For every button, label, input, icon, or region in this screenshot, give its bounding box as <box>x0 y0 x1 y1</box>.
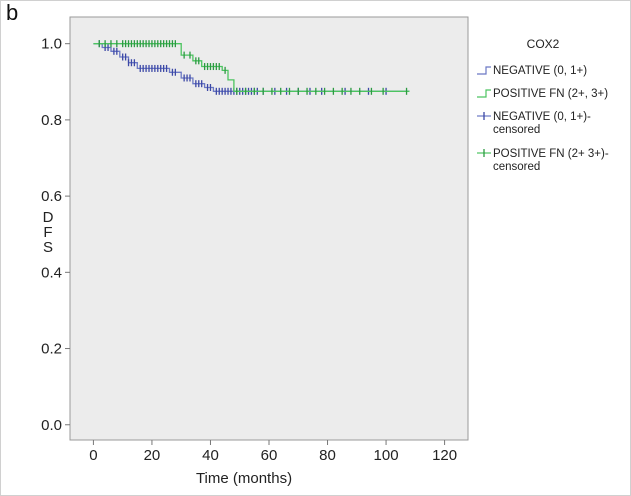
panel-label: b <box>6 0 19 25</box>
curve-positive <box>93 43 410 92</box>
x-tick-label: 60 <box>261 447 278 464</box>
y-tick-label: 1.0 <box>41 36 62 53</box>
plot-area <box>69 16 469 441</box>
x-tick-label: 80 <box>319 447 336 464</box>
legend-label-line2: censored <box>493 161 540 173</box>
y-axis-ticks: 0.0 0.2 0.4 0.6 0.8 1.0 <box>41 36 70 434</box>
legend-label: POSITIVE FN (2+ 3+)- <box>493 148 609 160</box>
legend-swatch-negative <box>477 66 491 75</box>
legend-swatch-positive <box>477 89 491 98</box>
y-tick-label: 0.8 <box>41 112 62 129</box>
y-tick-label: 0.6 <box>41 188 62 205</box>
x-tick-label: 40 <box>202 447 219 464</box>
curve-negative <box>93 43 410 92</box>
x-axis-title: Time (months) <box>196 470 292 487</box>
x-tick-label: 0 <box>89 447 97 464</box>
legend-label-line2: censored <box>493 124 540 136</box>
legend-label: NEGATIVE (0, 1+) <box>493 65 587 77</box>
legend-label: POSITIVE FN (2+, 3+) <box>493 88 608 100</box>
y-tick-label: 0.2 <box>41 341 62 358</box>
x-tick-label: 20 <box>144 447 161 464</box>
x-axis-ticks: 0 20 40 60 80 100 120 <box>89 440 457 464</box>
y-axis-title-char: D <box>43 209 54 226</box>
y-axis-title-char: F <box>43 224 52 241</box>
y-axis-title-char: S <box>43 239 53 256</box>
legend-label: NEGATIVE (0, 1+)- <box>493 111 591 123</box>
x-tick-label: 120 <box>432 447 457 464</box>
legend: COX2 NEGATIVE (0, 1+) POSITIVE FN (2+, 3+… <box>477 37 609 173</box>
legend-title: COX2 <box>527 37 560 51</box>
survival-curves <box>93 40 410 95</box>
x-tick-label: 100 <box>374 447 399 464</box>
y-tick-label: 0.0 <box>41 417 62 434</box>
y-tick-label: 0.4 <box>41 264 62 281</box>
